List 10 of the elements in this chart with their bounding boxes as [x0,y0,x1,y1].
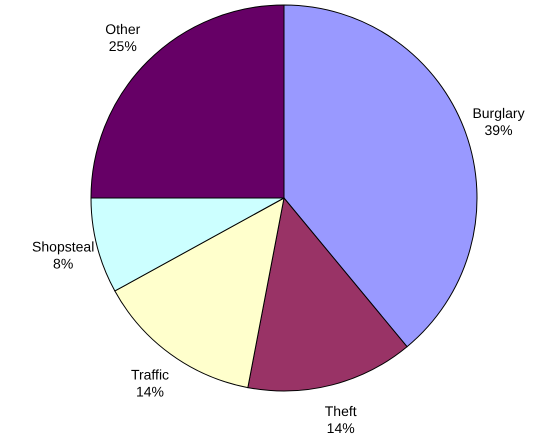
slice-label: Theft [324,402,357,419]
data-label: 8% [53,256,74,272]
slice-label: Shopsteal [32,238,94,255]
data-label: 14% [326,420,355,436]
slice-label: Burglary [472,104,525,121]
slice-label: Traffic [130,366,170,382]
data-label: 25% [108,38,137,54]
data-label: 14% [136,383,164,400]
slice-label: Other [105,20,141,37]
data-label: 39% [484,122,513,138]
